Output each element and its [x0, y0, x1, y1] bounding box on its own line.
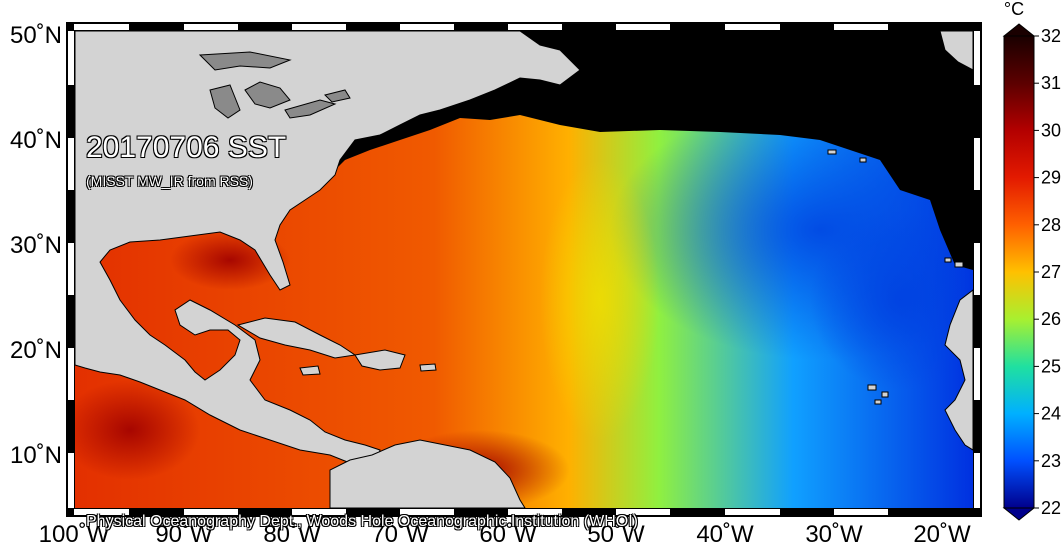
warm-spot-pacific	[75, 380, 200, 480]
hispaniola-land	[354, 349, 406, 371]
lat-label-10: 10˚N	[10, 442, 62, 469]
lat-label-40: 40˚N	[10, 127, 62, 154]
colorbar-tick-label: 22	[1041, 498, 1061, 518]
map-area	[75, 31, 973, 508]
frame-segment	[834, 24, 888, 30]
frame-segment	[508, 24, 562, 30]
frame-segment	[184, 509, 238, 515]
lon-label-70: 70˚W	[371, 521, 429, 546]
frame-segment	[974, 348, 980, 400]
frame-segment	[725, 24, 780, 30]
frame-segment	[616, 24, 670, 30]
colorbar-tick-label: 24	[1041, 404, 1061, 424]
lat-label-20: 20˚N	[10, 337, 62, 364]
yellow-band	[540, 160, 660, 440]
frame-segment	[616, 509, 670, 515]
frame-segment	[68, 31, 74, 85]
frame-segment	[292, 509, 346, 515]
atlantic-islands	[827, 149, 964, 405]
frame-segment	[68, 243, 74, 295]
colorbar-tick-label: 25	[1041, 356, 1061, 376]
lon-label-20: 20˚W	[913, 521, 971, 546]
map-subtitle: (MISST MW_IR from RSS)	[86, 173, 253, 189]
frame-segment	[974, 31, 980, 85]
colorbar-unit: °C	[1004, 0, 1024, 19]
frame-segment	[400, 24, 454, 30]
frame-segment	[974, 138, 980, 190]
lon-label-100: 100˚W	[39, 521, 110, 546]
frame-segment	[974, 453, 980, 508]
longitude-labels: 100˚W 90˚W 80˚W 70˚W 60˚W 50˚W 40˚W 30˚W…	[39, 521, 971, 546]
colorbar-tick-label: 29	[1041, 168, 1061, 188]
colorbar-tick-label: 30	[1041, 120, 1061, 140]
map-title: 20170706 SST	[86, 131, 287, 164]
lon-label-50: 50˚W	[587, 521, 645, 546]
frame-segment	[68, 138, 74, 190]
frame-segment	[400, 509, 454, 515]
frame-segment	[74, 24, 129, 30]
south-america-land	[329, 439, 526, 508]
lon-label-60: 60˚W	[479, 521, 537, 546]
frame-segment	[68, 453, 74, 508]
frame-segment	[74, 509, 129, 515]
lat-label-30: 30˚N	[10, 232, 62, 259]
colorbar-tick-label: 26	[1041, 309, 1061, 329]
frame-segment	[725, 509, 780, 515]
puerto-rico-land	[419, 363, 437, 372]
colorbar-tick-label: 31	[1041, 73, 1061, 93]
great-lakes	[198, 51, 351, 119]
frame-segment	[184, 24, 238, 30]
jamaica-land	[299, 365, 321, 376]
colorbar-tick-label: 28	[1041, 215, 1061, 235]
map-credit: Physical Oceanography Dept., Woods Hole …	[86, 513, 638, 530]
latitude-labels: 50˚N 40˚N 30˚N 20˚N 10˚N	[10, 22, 62, 469]
colorbar-tick-label: 32	[1041, 26, 1061, 46]
colorbar-tick-label: 27	[1041, 262, 1061, 282]
lon-label-90: 90˚W	[155, 521, 213, 546]
colorbar-gradient	[1003, 35, 1035, 509]
frame-segment	[974, 243, 980, 295]
lon-label-80: 80˚W	[263, 521, 321, 546]
colorbar-bottom-arrow	[1002, 507, 1036, 521]
frame-segment	[292, 24, 346, 30]
africa-land	[944, 289, 973, 451]
europe-land	[939, 31, 973, 71]
frame-segment	[508, 509, 562, 515]
colorbar-top-arrow	[1002, 23, 1036, 37]
colorbar: °C 32 31 30 29 28 27 26 25 24 23 22	[1002, 0, 1061, 521]
frame-segment	[834, 509, 888, 515]
colorbar-tick-label: 23	[1041, 451, 1061, 471]
frame-segment	[68, 348, 74, 400]
lon-label-40: 40˚W	[696, 521, 754, 546]
lat-label-50: 50˚N	[10, 22, 62, 49]
cool-region-2	[810, 210, 973, 390]
lon-label-30: 30˚W	[805, 521, 863, 546]
